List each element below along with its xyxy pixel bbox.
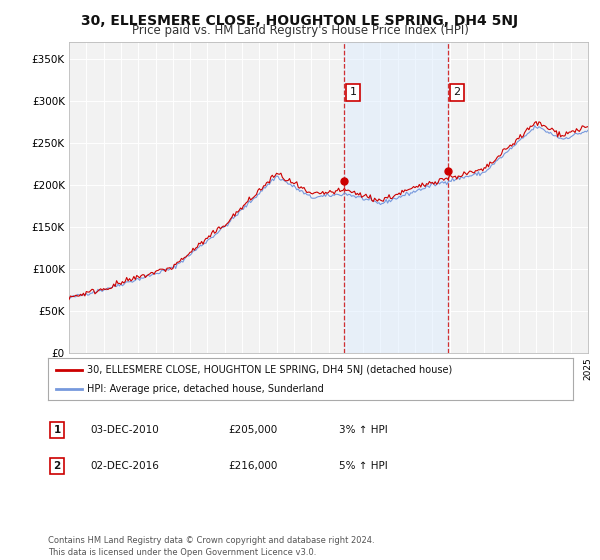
Text: 30, ELLESMERE CLOSE, HOUGHTON LE SPRING, DH4 5NJ: 30, ELLESMERE CLOSE, HOUGHTON LE SPRING,…: [82, 14, 518, 28]
Bar: [344, 42, 448, 353]
Text: Price paid vs. HM Land Registry's House Price Index (HPI): Price paid vs. HM Land Registry's House …: [131, 24, 469, 37]
Text: 02-DEC-2016: 02-DEC-2016: [90, 461, 159, 471]
Text: 2: 2: [53, 461, 61, 471]
Text: 1: 1: [53, 425, 61, 435]
Text: Contains HM Land Registry data © Crown copyright and database right 2024.
This d: Contains HM Land Registry data © Crown c…: [48, 536, 374, 557]
Text: 5% ↑ HPI: 5% ↑ HPI: [339, 461, 388, 471]
Text: 30, ELLESMERE CLOSE, HOUGHTON LE SPRING, DH4 5NJ (detached house): 30, ELLESMERE CLOSE, HOUGHTON LE SPRING,…: [88, 365, 452, 375]
Text: 2: 2: [454, 87, 461, 97]
Text: 1: 1: [350, 87, 356, 97]
Text: 3% ↑ HPI: 3% ↑ HPI: [339, 425, 388, 435]
Text: HPI: Average price, detached house, Sunderland: HPI: Average price, detached house, Sund…: [88, 384, 324, 394]
Text: £216,000: £216,000: [228, 461, 277, 471]
Text: £205,000: £205,000: [228, 425, 277, 435]
Text: 03-DEC-2010: 03-DEC-2010: [90, 425, 159, 435]
